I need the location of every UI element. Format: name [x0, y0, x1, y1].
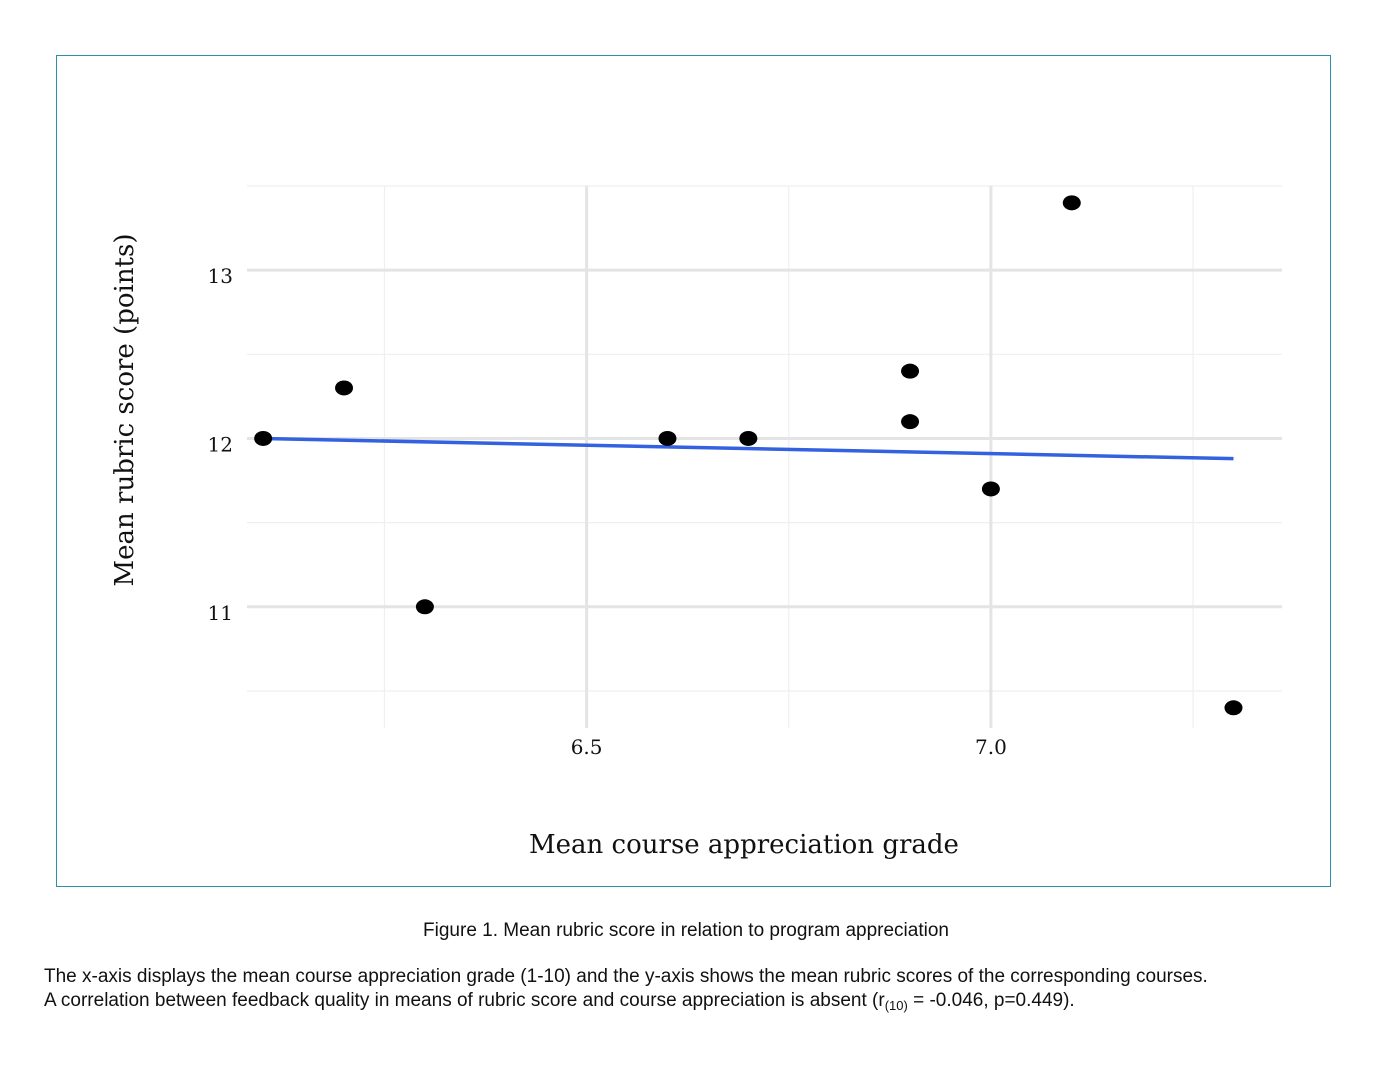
caption-line-2: A correlation between feedback quality i… — [44, 989, 1374, 1013]
y-tick-label: 11 — [208, 601, 233, 625]
data-point — [254, 430, 273, 446]
figure-caption-body: The x-axis displays the mean course appr… — [44, 965, 1374, 1013]
chart-frame: 6.5 7.0 11 12 13 Mean course appreciation gr… — [56, 55, 1331, 887]
caption-line-2-subscript: (10) — [884, 998, 908, 1013]
data-point — [335, 380, 354, 396]
data-point — [739, 430, 758, 446]
data-point — [658, 430, 677, 446]
ticks-layer: 6.5 7.0 11 12 13 — [208, 264, 1007, 759]
data-point — [415, 599, 434, 615]
y-axis-title: Mean rubric score (points) — [110, 234, 140, 587]
y-tick-label: 13 — [208, 264, 233, 288]
x-tick-label: 6.5 — [571, 735, 603, 759]
caption-line-2-suffix: = -0.046, p=0.449). — [907, 990, 1075, 1011]
data-point — [901, 363, 920, 379]
caption-line-1: The x-axis displays the mean course appr… — [44, 966, 1208, 987]
grid-layer — [247, 185, 1282, 728]
figure-caption-title: Figure 1. Mean rubric score in relation … — [423, 920, 949, 941]
data-point — [1062, 195, 1081, 211]
x-tick-label: 7.0 — [975, 735, 1007, 759]
trend-layer — [263, 436, 1234, 461]
points-layer — [254, 195, 1243, 716]
data-point — [981, 481, 1000, 497]
scatter-chart: 6.5 7.0 11 12 13 Mean course appreciation gr… — [110, 185, 1282, 860]
data-point — [901, 414, 920, 430]
x-axis-title: Mean course appreciation grade — [529, 830, 959, 860]
data-point — [1224, 700, 1243, 716]
y-tick-label: 12 — [208, 432, 233, 456]
caption-line-2-prefix: A correlation between feedback quality i… — [44, 990, 885, 1011]
regression-line — [263, 436, 1234, 461]
